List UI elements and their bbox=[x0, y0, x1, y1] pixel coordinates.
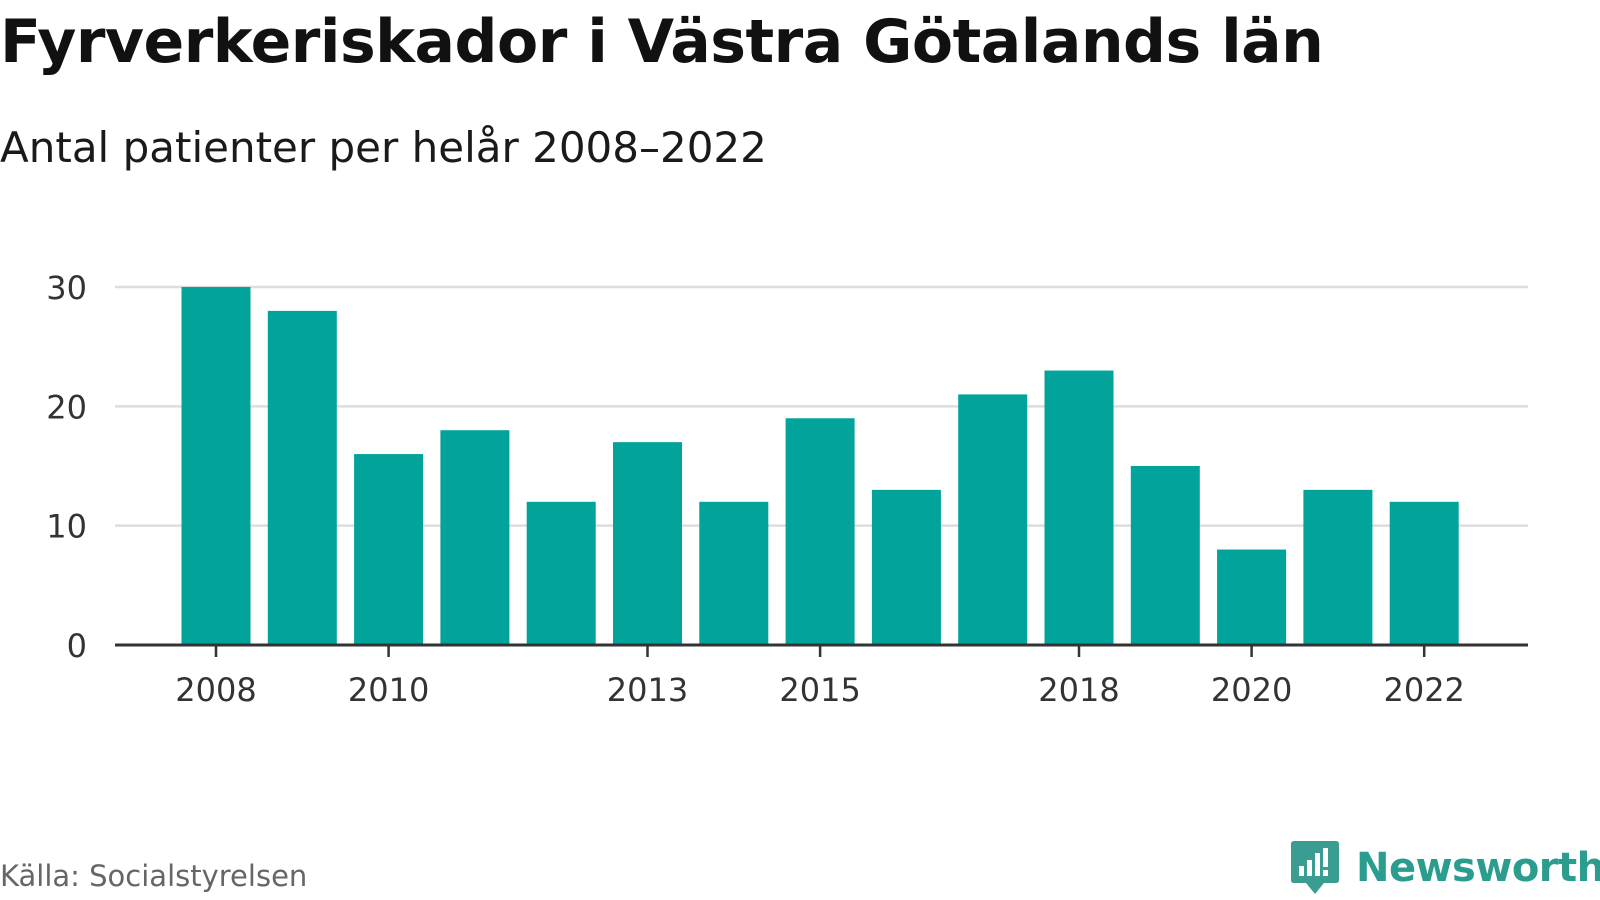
bar-2015 bbox=[785, 418, 855, 645]
bar-2012 bbox=[526, 501, 596, 645]
bar-2009 bbox=[267, 310, 337, 645]
tick-labels: 0 10 20 30 2008 2010 2013 2015 2018 2020 2022 bbox=[46, 269, 1465, 709]
chart-title: Fyrverkeriskador i Västra Götalands län bbox=[0, 7, 1324, 77]
bars bbox=[181, 287, 1459, 645]
x-tick-label: 2008 bbox=[175, 671, 256, 709]
brand-logo: Newsworthy bbox=[1290, 838, 1600, 898]
y-tick-label: 20 bbox=[46, 388, 87, 426]
brand-name: Newsworthy bbox=[1356, 845, 1600, 891]
x-tick-label: 2013 bbox=[607, 671, 688, 709]
chart-subtitle: Antal patienter per helår 2008–2022 bbox=[0, 123, 767, 172]
bar-2011 bbox=[440, 430, 510, 645]
bar-2022 bbox=[1389, 501, 1459, 645]
bar-2008 bbox=[181, 287, 251, 645]
x-tick-label: 2010 bbox=[348, 671, 429, 709]
bar-2014 bbox=[699, 501, 769, 645]
source-note: Källa: Socialstyrelsen bbox=[0, 859, 308, 893]
bar-2020 bbox=[1217, 549, 1287, 645]
bar-2010 bbox=[354, 454, 424, 645]
x-tick-label: 2022 bbox=[1383, 671, 1464, 709]
newsworthy-logo-icon bbox=[1291, 841, 1339, 894]
bar-2017 bbox=[958, 394, 1028, 645]
y-tick-label: 30 bbox=[46, 269, 87, 307]
x-tick-label: 2020 bbox=[1211, 671, 1292, 709]
bar-2021 bbox=[1303, 489, 1373, 645]
x-tick-label: 2018 bbox=[1038, 671, 1119, 709]
y-tick-label: 10 bbox=[46, 508, 87, 546]
bar-2016 bbox=[871, 489, 941, 645]
bar-2018 bbox=[1044, 370, 1114, 645]
axes bbox=[115, 643, 1528, 657]
bar-2019 bbox=[1130, 466, 1200, 645]
bar-2013 bbox=[613, 442, 682, 645]
x-tick-label: 2015 bbox=[779, 671, 860, 709]
y-tick-label: 0 bbox=[67, 627, 87, 665]
